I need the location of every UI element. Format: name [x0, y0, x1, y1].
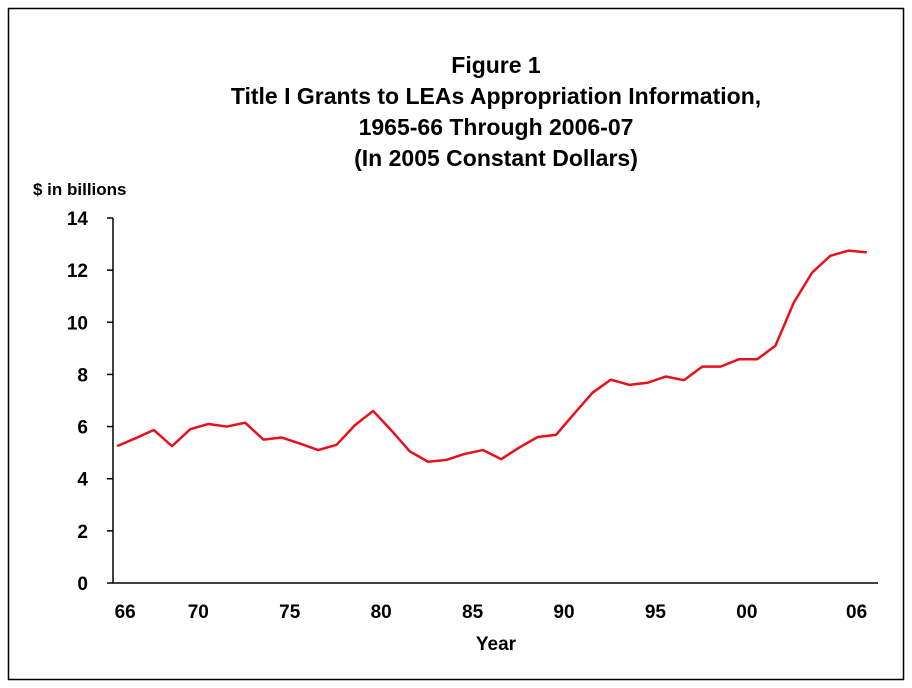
- x-tick-label: 90: [553, 602, 574, 623]
- data-line: [116, 249, 867, 464]
- frame: [7, 7, 905, 681]
- y-tick-label: 12: [67, 261, 88, 282]
- y-tick-label: 6: [77, 418, 88, 439]
- x-tick-label: 80: [371, 602, 392, 623]
- y-tick-label: 4: [77, 470, 88, 491]
- y-tick-label: 10: [67, 313, 88, 334]
- chart-title: 1965-66 Through 2006-07: [359, 114, 634, 140]
- y-tick-label: 14: [67, 209, 89, 230]
- x-tick-label: 00: [736, 602, 757, 623]
- x-tick-label: 95: [645, 602, 667, 623]
- y-axis-label: $ in billions: [33, 180, 127, 199]
- x-tick-label: 75: [279, 602, 301, 623]
- x-tick-label: 70: [188, 602, 209, 623]
- chart-title: (In 2005 Constant Dollars): [354, 145, 638, 171]
- chart-title: Figure 1: [451, 52, 541, 78]
- chart-title: Title I Grants to LEAs Appropriation Inf…: [231, 83, 761, 109]
- x-tick-label: 85: [462, 602, 484, 623]
- x-axis-label: Year: [476, 634, 517, 655]
- x-tick-label: 06: [846, 602, 867, 623]
- y-tick-label: 8: [77, 365, 88, 386]
- y-tick-label: 2: [77, 522, 88, 543]
- x-tick-label: 66: [115, 602, 136, 623]
- y-tick-label: 0: [77, 574, 88, 595]
